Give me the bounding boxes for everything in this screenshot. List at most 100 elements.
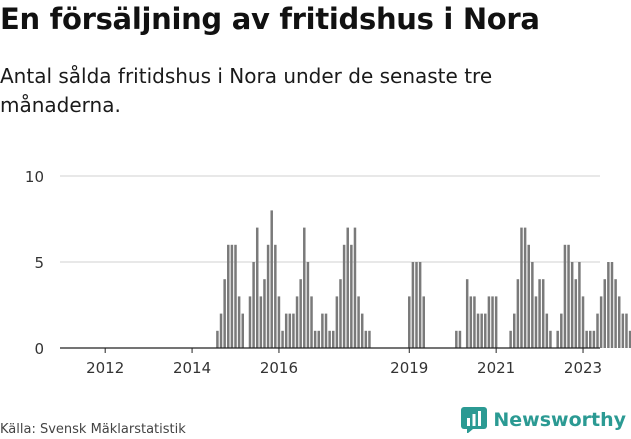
bar bbox=[357, 296, 360, 348]
bar bbox=[241, 313, 244, 348]
bar bbox=[303, 227, 306, 348]
bar bbox=[487, 296, 491, 348]
bar bbox=[310, 296, 313, 348]
bar bbox=[306, 262, 310, 348]
bar bbox=[321, 313, 324, 348]
bar bbox=[223, 279, 226, 348]
bar bbox=[411, 262, 415, 348]
bar-chart-logo-icon bbox=[461, 407, 488, 433]
bar bbox=[523, 227, 527, 348]
bar bbox=[418, 262, 422, 348]
bar bbox=[592, 330, 596, 348]
chart-title: En försäljning av fritidshus i Nora bbox=[0, 2, 540, 36]
bar-chart: 05101201220142016201920212023 bbox=[25, 168, 631, 377]
bar bbox=[255, 227, 259, 348]
y-tick-label: 0 bbox=[34, 340, 44, 358]
bar bbox=[617, 296, 621, 348]
bar bbox=[534, 296, 538, 348]
bar bbox=[484, 313, 487, 348]
bar bbox=[342, 244, 346, 348]
bar bbox=[458, 330, 462, 348]
bar bbox=[422, 296, 425, 348]
bar bbox=[368, 330, 371, 348]
bar bbox=[549, 330, 552, 348]
x-tick-label: 2016 bbox=[260, 359, 298, 377]
x-tick-label: 2019 bbox=[390, 359, 428, 377]
bar bbox=[237, 296, 241, 348]
brand-logo: Newsworthy bbox=[461, 405, 626, 435]
bar bbox=[531, 262, 534, 348]
bar bbox=[360, 313, 364, 348]
bar bbox=[614, 279, 617, 348]
bar bbox=[353, 227, 357, 348]
bar bbox=[335, 296, 339, 348]
bar bbox=[520, 227, 523, 348]
bar bbox=[270, 210, 273, 348]
bar bbox=[281, 330, 284, 348]
bar bbox=[313, 330, 317, 348]
bar bbox=[415, 262, 418, 348]
bar bbox=[227, 244, 230, 348]
bar bbox=[628, 330, 631, 348]
bar bbox=[567, 244, 570, 348]
x-tick-label: 2014 bbox=[173, 359, 211, 377]
source-note: Källa: Svensk Mäklarstatistik bbox=[0, 422, 186, 437]
bar bbox=[216, 330, 219, 348]
bar bbox=[570, 262, 574, 348]
bar bbox=[263, 279, 266, 348]
bar bbox=[230, 244, 234, 348]
bar bbox=[476, 313, 480, 348]
bar bbox=[252, 262, 255, 348]
bar bbox=[473, 296, 476, 348]
bar bbox=[581, 296, 585, 348]
bar bbox=[596, 313, 599, 348]
bar bbox=[621, 313, 625, 348]
bar bbox=[284, 313, 288, 348]
y-tick-label: 10 bbox=[25, 168, 44, 186]
bar bbox=[234, 244, 237, 348]
bar bbox=[560, 313, 563, 348]
bar bbox=[266, 244, 270, 348]
bar bbox=[455, 330, 458, 348]
bar bbox=[509, 330, 512, 348]
bar bbox=[328, 330, 331, 348]
bar bbox=[607, 262, 610, 348]
x-tick-label: 2023 bbox=[564, 359, 602, 377]
x-tick-label: 2021 bbox=[477, 359, 515, 377]
bar bbox=[563, 244, 567, 348]
x-tick-label: 2012 bbox=[86, 359, 124, 377]
bar bbox=[516, 279, 520, 348]
brand-name: Newsworthy bbox=[493, 409, 626, 431]
bar bbox=[219, 313, 223, 348]
bar bbox=[494, 296, 498, 348]
bar bbox=[491, 296, 494, 348]
bar bbox=[292, 313, 295, 348]
bar bbox=[346, 227, 349, 348]
bar bbox=[556, 330, 559, 348]
bar bbox=[332, 330, 335, 348]
chart-subtitle: Antal sålda fritidshus i Nora under de s… bbox=[0, 64, 493, 117]
y-tick-label: 5 bbox=[34, 254, 44, 272]
bar bbox=[408, 296, 411, 348]
bar bbox=[465, 279, 469, 348]
bar bbox=[350, 244, 353, 348]
bar bbox=[248, 296, 252, 348]
bar bbox=[295, 296, 299, 348]
bar bbox=[527, 244, 530, 348]
bar bbox=[589, 330, 592, 348]
bar bbox=[574, 279, 578, 348]
bar bbox=[578, 262, 581, 348]
bar bbox=[277, 296, 281, 348]
bar bbox=[599, 296, 603, 348]
bar bbox=[469, 296, 473, 348]
bar bbox=[603, 279, 606, 348]
bar bbox=[538, 279, 541, 348]
bar bbox=[364, 330, 368, 348]
bar bbox=[259, 296, 263, 348]
bar bbox=[610, 262, 614, 348]
bar bbox=[317, 330, 321, 348]
bar bbox=[299, 279, 302, 348]
bar bbox=[541, 279, 545, 348]
bar bbox=[480, 313, 483, 348]
bar bbox=[513, 313, 516, 348]
